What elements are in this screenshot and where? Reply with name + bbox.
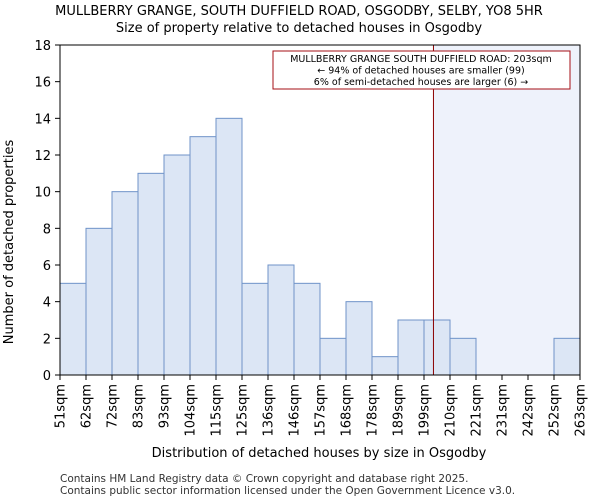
y-axis-label: Number of detached properties — [2, 140, 17, 345]
x-tick-label: 221sqm — [470, 384, 485, 437]
bar — [345, 301, 373, 376]
y-tick-label: 10 — [34, 186, 51, 201]
x-tick-label: 157sqm — [314, 384, 329, 437]
x-tick-label: 252sqm — [548, 384, 563, 437]
bar — [449, 337, 477, 376]
x-tick-label: 199sqm — [418, 384, 433, 437]
x-tick-label: 146sqm — [288, 384, 303, 437]
x-tick-label: 115sqm — [210, 384, 225, 437]
bar — [423, 319, 451, 376]
annotation-line-3: 6% of semi-detached houses are larger (6… — [314, 77, 528, 88]
x-tick-label: 93sqm — [158, 384, 173, 428]
y-tick-label: 14 — [34, 112, 51, 127]
x-tick-label: 83sqm — [132, 384, 147, 428]
x-tick-label: 178sqm — [366, 384, 381, 437]
x-tick-label: 242sqm — [522, 384, 537, 437]
bar — [319, 337, 347, 376]
bar — [553, 337, 581, 376]
bar — [189, 136, 217, 376]
chart-title: MULLBERRY GRANGE, SOUTH DUFFIELD ROAD, O… — [55, 4, 543, 19]
chart-subtitle: Size of property relative to detached ho… — [116, 21, 483, 36]
footer-line-1: Contains HM Land Registry data © Crown c… — [60, 473, 468, 485]
y-tick-label: 8 — [43, 222, 51, 237]
x-tick-label: 231sqm — [496, 384, 511, 437]
bar — [111, 191, 139, 376]
x-tick-label: 62sqm — [80, 384, 95, 428]
y-tick-label: 18 — [34, 39, 51, 54]
x-tick-label: 72sqm — [106, 384, 121, 428]
annotation-line-2: ← 94% of detached houses are smaller (99… — [317, 66, 524, 77]
bar — [267, 264, 295, 376]
x-tick-label: 263sqm — [574, 384, 589, 437]
y-tick-label: 0 — [43, 369, 51, 384]
x-tick-label: 189sqm — [392, 384, 407, 437]
x-tick-label: 168sqm — [340, 384, 355, 437]
bar — [137, 172, 165, 376]
x-tick-label: 210sqm — [444, 384, 459, 437]
x-axis-ticks: 51sqm 62sqm 72sqm 83sqm 93sqm 104sqm 115sqm 125… — [54, 375, 589, 437]
y-tick-label: 16 — [34, 76, 51, 91]
x-tick-label: 125sqm — [236, 384, 251, 437]
y-tick-label: 6 — [43, 259, 51, 274]
footer-line-2: Contains public sector information licen… — [60, 485, 515, 497]
bar — [397, 319, 425, 376]
larger-than-property-shade — [433, 45, 580, 375]
x-tick-label: 136sqm — [262, 384, 277, 437]
bars — [59, 117, 581, 376]
bar — [241, 282, 269, 376]
annotation-line-1: MULLBERRY GRANGE SOUTH DUFFIELD ROAD: 20… — [290, 54, 552, 65]
x-tick-label: 104sqm — [184, 384, 199, 437]
y-tick-label: 12 — [34, 149, 51, 164]
plot-area: 0 2 4 6 8 10 12 14 16 18 51sqm 62sqm 72sqm 83sqm 93sq… — [34, 39, 588, 437]
y-tick-label: 4 — [43, 296, 51, 311]
bar — [215, 117, 243, 376]
bar — [85, 227, 113, 376]
bar — [293, 282, 321, 376]
x-tick-label: 51sqm — [54, 384, 69, 428]
annotation-border — [272, 50, 571, 90]
bar — [371, 356, 399, 376]
y-tick-label: 2 — [43, 332, 51, 347]
bar — [163, 154, 191, 376]
annotation-box: MULLBERRY GRANGE SOUTH DUFFIELD ROAD: 20… — [272, 50, 571, 90]
bar — [59, 282, 87, 376]
x-axis-label: Distribution of detached houses by size … — [152, 446, 487, 461]
y-axis-ticks: 0 2 4 6 8 10 12 14 16 18 — [34, 39, 60, 384]
